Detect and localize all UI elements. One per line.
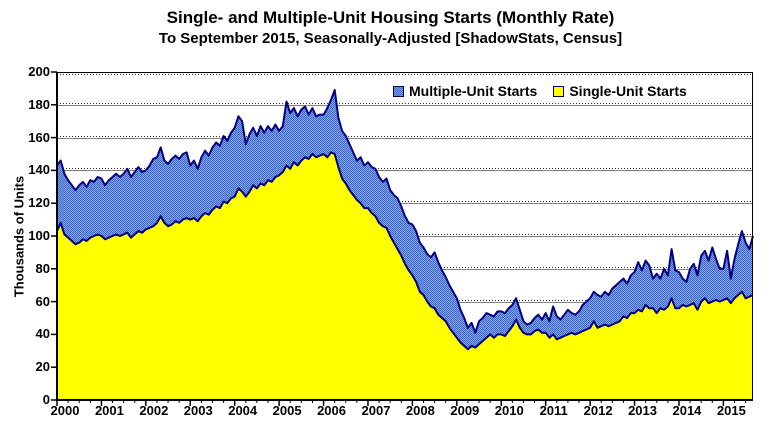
- y-tick-label: 60: [35, 293, 50, 309]
- x-tick-label: 2010: [494, 403, 524, 418]
- x-tick-label: 2015: [716, 403, 746, 418]
- y-tick-label: 120: [28, 195, 50, 211]
- x-tick-label: 2014: [672, 403, 702, 418]
- x-tick-label: 2003: [183, 403, 213, 418]
- legend-label: Multiple-Unit Starts: [409, 83, 538, 99]
- x-tick-label: 2000: [50, 403, 80, 418]
- y-tick-label: 140: [28, 162, 50, 178]
- legend-label: Single-Unit Starts: [569, 83, 687, 99]
- x-tick-label: 2009: [450, 403, 480, 418]
- chart-title: Single- and Multiple-Unit Housing Starts…: [166, 8, 615, 27]
- x-tick-label: 2001: [94, 403, 124, 418]
- multiple-unit-edge-line: [56, 89, 754, 334]
- y-tick-label: 40: [35, 326, 50, 342]
- x-tick-label: 2012: [583, 403, 613, 418]
- x-tick-label: 2013: [628, 403, 657, 418]
- y-tick-label: 200: [28, 64, 50, 79]
- x-tick-label: 2002: [139, 403, 169, 418]
- x-tick-label: 2008: [405, 403, 435, 418]
- x-tick-label: 2011: [539, 403, 568, 418]
- multiple-unit-swatch-icon: [393, 85, 404, 97]
- legend-item-multiple-unit: Multiple-Unit Starts: [393, 83, 537, 99]
- multiple-unit-area: [57, 90, 753, 350]
- legend-item-single-unit: Single-Unit Starts: [553, 83, 687, 99]
- x-tick-label: 2005: [272, 403, 302, 418]
- single-unit-swatch-icon: [553, 85, 565, 97]
- y-tick-label: 100: [28, 228, 50, 243]
- single-unit-area: [57, 152, 753, 400]
- x-tick-label: 2007: [361, 403, 391, 418]
- axis-ticks: [51, 71, 747, 406]
- y-tick-label: 80: [35, 260, 50, 276]
- y-tick-label: 0: [42, 392, 50, 407]
- y-tick-label: 160: [28, 129, 50, 145]
- x-tick-label: 2006: [317, 403, 346, 418]
- y-tick-label: 20: [35, 359, 50, 375]
- single-unit-edge-line: [56, 151, 754, 351]
- y-tick-label: 180: [28, 96, 50, 112]
- legend: Multiple-Unit Starts Single-Unit Starts: [393, 83, 687, 99]
- x-tick-label: 2004: [228, 403, 258, 418]
- chart-subtitle: To September 2015, Seasonally-Adjusted […: [158, 30, 623, 47]
